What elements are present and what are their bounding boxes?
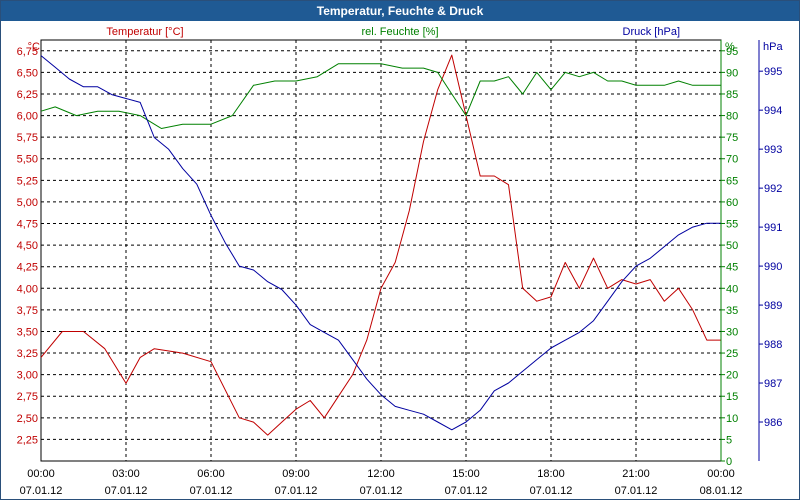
x-tick-label-time: 06:00 xyxy=(197,468,225,480)
temperature-tick-label: 3,00 xyxy=(17,370,38,382)
humidity-tick-label: 10 xyxy=(726,413,738,425)
x-tick-label-date: 07.01.12 xyxy=(360,485,403,497)
humidity-tick-label: 65 xyxy=(726,175,738,187)
pressure-axis-label: Druck [hPa] xyxy=(623,26,680,38)
series-lines xyxy=(40,54,721,436)
x-tick-label-date: 08.01.12 xyxy=(700,485,743,497)
chart-title: Temperatur, Feuchte & Druck xyxy=(316,4,484,18)
temperature-tick-label: 2,25 xyxy=(17,434,38,446)
temperature-tick-label: 4,50 xyxy=(17,240,38,252)
tick-labels: 00:00 07.01.12 03:00 07.01.12 06:00 07.01.12 0… xyxy=(17,46,783,497)
temperature-axis-label: Temperatur [°C] xyxy=(106,26,183,38)
pressure-tick-label: 994 xyxy=(764,105,782,117)
humidity-tick-label: 70 xyxy=(726,154,738,166)
title-bar xyxy=(1,1,799,21)
x-tick-label-date: 07.01.12 xyxy=(275,485,318,497)
x-tick-label-time: 00:00 xyxy=(707,468,735,480)
pressure-unit-label: hPa xyxy=(763,41,783,53)
temperature-unit-label: °C xyxy=(28,41,40,53)
pressure-tick-label: 986 xyxy=(764,417,782,429)
x-tick-label-date: 07.01.12 xyxy=(445,485,488,497)
humidity-tick-label: 60 xyxy=(726,197,738,209)
x-tick-label-date: 07.01.12 xyxy=(105,485,148,497)
pressure-tick-label: 989 xyxy=(764,300,782,312)
temperature-tick-label: 4,00 xyxy=(17,283,38,295)
humidity-line xyxy=(40,63,721,129)
pressure-tick-label: 992 xyxy=(764,183,782,195)
temperature-tick-label: 5,50 xyxy=(17,154,38,166)
temperature-tick-label: 4,75 xyxy=(17,219,38,231)
x-tick-label-time: 03:00 xyxy=(112,468,140,480)
temperature-tick-label: 5,25 xyxy=(17,175,38,187)
x-tick-label-date: 07.01.12 xyxy=(20,485,63,497)
humidity-tick-label: 55 xyxy=(726,219,738,231)
temperature-tick-label: 2,50 xyxy=(17,413,38,425)
temperature-tick-label: 5,75 xyxy=(17,132,38,144)
humidity-tick-label: 50 xyxy=(726,240,738,252)
temperature-tick-label: 6,50 xyxy=(17,67,38,79)
x-tick-label-time: 12:00 xyxy=(367,468,395,480)
temperature-tick-label: 3,75 xyxy=(17,305,38,317)
humidity-tick-label: 85 xyxy=(726,89,738,101)
humidity-tick-label: 95 xyxy=(726,46,738,58)
temperature-tick-label: 2,75 xyxy=(17,391,38,403)
x-tick-label-date: 07.01.12 xyxy=(530,485,573,497)
pressure-tick-label: 993 xyxy=(764,144,782,156)
pressure-line xyxy=(40,55,721,431)
x-tick-label-time: 09:00 xyxy=(282,468,310,480)
x-tick-label-date: 07.01.12 xyxy=(190,485,233,497)
pressure-tick-label: 990 xyxy=(764,261,782,273)
humidity-tick-label: 45 xyxy=(726,262,738,274)
x-tick-label-date: 07.01.12 xyxy=(615,485,658,497)
grid xyxy=(40,39,722,462)
axes xyxy=(720,40,763,462)
temperature-tick-label: 4,25 xyxy=(17,262,38,274)
pressure-tick-label: 991 xyxy=(764,222,782,234)
x-tick-label-time: 18:00 xyxy=(537,468,565,480)
pressure-tick-label: 995 xyxy=(764,66,782,78)
humidity-tick-label: 40 xyxy=(726,283,738,295)
temperature-tick-label: 3,50 xyxy=(17,326,38,338)
humidity-tick-label: 80 xyxy=(726,111,738,123)
humidity-tick-label: 15 xyxy=(726,391,738,403)
temperature-tick-label: 6,25 xyxy=(17,89,38,101)
x-tick-label-time: 21:00 xyxy=(622,468,650,480)
humidity-tick-label: 25 xyxy=(726,348,738,360)
temperature-tick-label: 3,25 xyxy=(17,348,38,360)
temperature-tick-label: 6,00 xyxy=(17,111,38,123)
x-tick-label-time: 00:00 xyxy=(27,468,55,480)
humidity-tick-label: 35 xyxy=(726,305,738,317)
humidity-tick-label: 75 xyxy=(726,132,738,144)
temperature-tick-label: 5,00 xyxy=(17,197,38,209)
humidity-axis-label: rel. Feuchte [%] xyxy=(361,26,438,38)
x-tick-label-time: 15:00 xyxy=(452,468,480,480)
temperature-tick-label: 6,75 xyxy=(17,46,38,58)
humidity-tick-label: 30 xyxy=(726,326,738,338)
pressure-tick-label: 987 xyxy=(764,378,782,390)
humidity-tick-label: 90 xyxy=(726,67,738,79)
humidity-tick-label: 0 xyxy=(726,456,732,468)
humidity-unit-label: % xyxy=(725,41,735,53)
pressure-tick-label: 988 xyxy=(764,339,782,351)
temperature-line xyxy=(40,54,721,436)
humidity-tick-label: 5 xyxy=(726,434,732,446)
humidity-tick-label: 20 xyxy=(726,370,738,382)
